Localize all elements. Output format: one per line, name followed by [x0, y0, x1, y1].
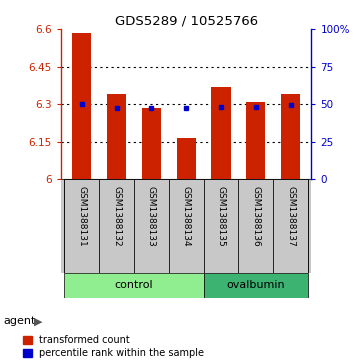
- Title: GDS5289 / 10525766: GDS5289 / 10525766: [115, 15, 258, 28]
- Text: ▶: ▶: [34, 316, 43, 326]
- Bar: [246, 102, 265, 179]
- FancyBboxPatch shape: [64, 273, 204, 298]
- Bar: [107, 94, 126, 179]
- Text: agent: agent: [4, 316, 36, 326]
- FancyBboxPatch shape: [134, 179, 169, 273]
- Bar: [142, 108, 161, 179]
- Text: GSM1388131: GSM1388131: [77, 186, 86, 246]
- FancyBboxPatch shape: [64, 179, 99, 273]
- Text: GSM1388136: GSM1388136: [251, 186, 260, 246]
- FancyBboxPatch shape: [99, 179, 134, 273]
- Bar: [176, 138, 196, 179]
- FancyBboxPatch shape: [273, 179, 308, 273]
- Text: GSM1388134: GSM1388134: [182, 186, 191, 246]
- Bar: [72, 33, 91, 179]
- FancyBboxPatch shape: [238, 179, 273, 273]
- Legend: transformed count, percentile rank within the sample: transformed count, percentile rank withi…: [23, 335, 204, 358]
- Text: GSM1388137: GSM1388137: [286, 186, 295, 246]
- Text: control: control: [115, 280, 153, 290]
- Bar: [211, 87, 231, 179]
- Text: ovalbumin: ovalbumin: [227, 280, 285, 290]
- FancyBboxPatch shape: [204, 273, 308, 298]
- Text: GSM1388132: GSM1388132: [112, 186, 121, 246]
- Text: GSM1388133: GSM1388133: [147, 186, 156, 246]
- Text: GSM1388135: GSM1388135: [217, 186, 226, 246]
- Bar: [281, 94, 300, 179]
- FancyBboxPatch shape: [204, 179, 238, 273]
- FancyBboxPatch shape: [169, 179, 204, 273]
